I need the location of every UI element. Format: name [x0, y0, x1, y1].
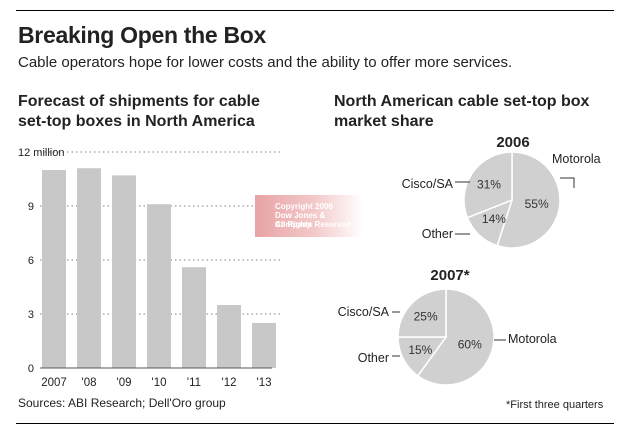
pie-category-label: Motorola	[508, 332, 557, 346]
bar	[182, 267, 206, 368]
bar-chart-y-ticks: 12 million 9 6 3 0	[18, 147, 64, 375]
pie-category-label: Cisco/SA	[402, 177, 454, 191]
footnote: *First three quarters	[506, 399, 604, 411]
bar	[147, 204, 171, 368]
top-rule	[16, 10, 614, 11]
pie-2007: 60% 15% 25% 2007* Motorola Other Cisco/SA	[338, 267, 557, 386]
y-tick-label: 0	[28, 363, 34, 375]
page-subtitle: Cable operators hope for lower costs and…	[18, 54, 513, 71]
pie-section-title-line-2: market share	[334, 113, 434, 130]
bar	[77, 168, 101, 368]
pie-section-title-line-1: North American cable set-top box	[334, 93, 590, 110]
pie-value-label: 14%	[482, 212, 506, 226]
pie-value-label: 31%	[477, 177, 501, 191]
watermark-line-3: All Rights Reserved	[275, 220, 351, 229]
watermark-line-2: Dow Jones & Company	[275, 211, 326, 229]
leader-line	[560, 177, 575, 188]
sources-note: Sources: ABI Research; Dell'Oro group	[18, 396, 226, 410]
pie-category-label: Cisco/SA	[338, 305, 390, 319]
bar	[217, 305, 241, 368]
bar-chart-bars	[40, 168, 276, 369]
bar-chart-title-line-1: Forecast of shipments for cable	[18, 93, 260, 110]
x-tick-label: '10	[152, 377, 167, 389]
page-title: Breaking Open the Box	[18, 22, 267, 48]
bar-chart-x-ticks: 2007 '08 '09 '10 '11 '12 '13	[41, 377, 271, 389]
pie-slice	[496, 151, 561, 249]
bar-chart-title: Forecast of shipments for cable set-top …	[18, 92, 260, 132]
pie-value-label: 25%	[414, 310, 438, 324]
bar	[112, 175, 136, 368]
bar-chart-title-line-2: set-top boxes in North America	[18, 113, 255, 130]
pie-slice	[463, 151, 513, 219]
y-tick-label: 12 million	[18, 147, 64, 159]
pie-slice	[397, 288, 447, 338]
pie-value-label: 60%	[458, 338, 482, 352]
y-tick-label: 3	[28, 309, 34, 321]
pie-2006: 55% 14% 31% 2006 Motorola Other Cisco/SA	[402, 134, 601, 249]
x-tick-label: 2007	[41, 377, 67, 389]
pie-value-label: 55%	[525, 197, 549, 211]
pie-category-label: Other	[422, 227, 453, 241]
bar	[252, 323, 276, 368]
pie-section-title: North American cable set-top box market …	[334, 92, 589, 132]
pie-title: 2006	[496, 134, 529, 151]
bottom-rule	[16, 423, 614, 424]
x-tick-label: '13	[257, 377, 272, 389]
pie-slice	[416, 288, 495, 386]
pie-category-label: Other	[358, 351, 389, 365]
watermark-line-1: Copyright 2006	[275, 202, 333, 211]
copyright-watermark: Copyright 2006 Dow Jones & Company All R…	[255, 195, 363, 237]
y-tick-label: 6	[28, 255, 34, 267]
bar	[42, 170, 66, 368]
pie-value-label: 15%	[408, 343, 432, 357]
pie-category-label: Motorola	[552, 152, 601, 166]
x-tick-label: '09	[117, 377, 132, 389]
pie-title: 2007*	[430, 267, 469, 284]
y-tick-label: 9	[28, 201, 34, 213]
x-tick-label: '12	[222, 377, 237, 389]
x-tick-label: '08	[82, 377, 97, 389]
x-tick-label: '11	[187, 377, 201, 389]
